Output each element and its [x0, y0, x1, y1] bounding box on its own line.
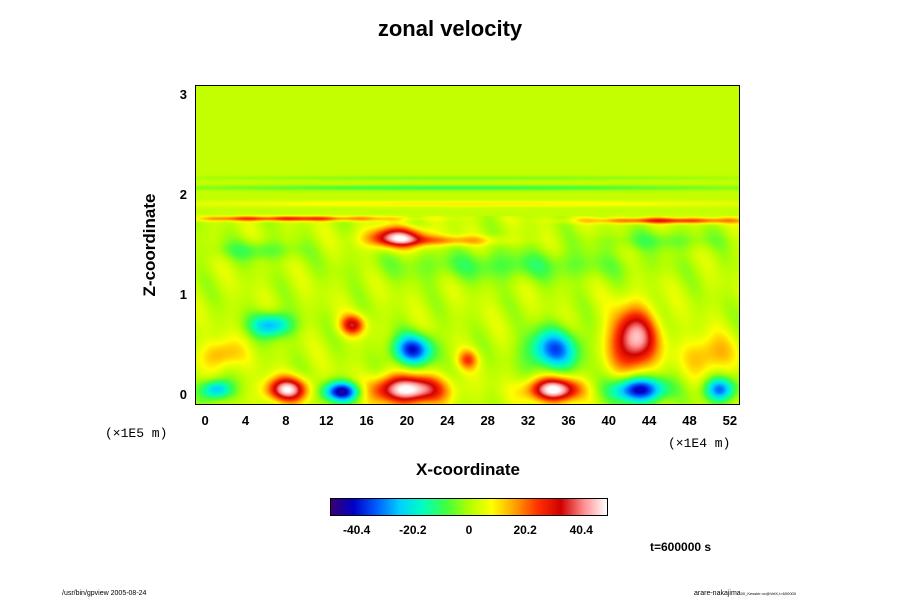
x-tick-label: 0 [190, 413, 220, 428]
x-tick-label: 28 [473, 413, 503, 428]
footer-right-small: 00_Kessler.nc@VelX,t=600000 [741, 591, 796, 596]
x-tick-label: 12 [311, 413, 341, 428]
footer-right-main: arare-nakajima [694, 590, 741, 597]
chart-title: zonal velocity [0, 16, 900, 42]
y-scale-label: (×1E5 m) [105, 426, 167, 441]
x-tick-label: 16 [352, 413, 382, 428]
x-tick-label: 52 [715, 413, 745, 428]
colorbar-tick-label: -40.4 [337, 523, 377, 537]
plot-area [195, 85, 740, 405]
x-tick-label: 44 [634, 413, 664, 428]
x-tick-label: 36 [553, 413, 583, 428]
x-tick-label: 20 [392, 413, 422, 428]
y-tick-label: 3 [167, 87, 187, 102]
x-tick-label: 4 [230, 413, 260, 428]
x-tick-label: 24 [432, 413, 462, 428]
x-scale-label: (×1E4 m) [668, 436, 730, 451]
x-tick-label: 48 [675, 413, 705, 428]
velocity-field [196, 86, 739, 404]
colorbar-tick-label: 40.4 [561, 523, 601, 537]
x-tick-label: 32 [513, 413, 543, 428]
time-label: t=600000 s [650, 540, 711, 554]
colorbar-tick-label: 20.2 [505, 523, 545, 537]
y-tick-label: 0 [167, 387, 187, 402]
colorbar-tick-label: 0 [449, 523, 489, 537]
colorbar-tick-label: -20.2 [393, 523, 433, 537]
x-tick-label: 8 [271, 413, 301, 428]
y-tick-label: 2 [167, 187, 187, 202]
footer-left: /usr/bin/gpview 2005-08-24 [62, 590, 146, 597]
colorbar [330, 498, 608, 516]
footer-right: arare-nakajima00_Kessler.nc@VelX,t=60000… [694, 590, 796, 597]
y-tick-label: 1 [167, 287, 187, 302]
x-tick-label: 40 [594, 413, 624, 428]
y-axis-title: Z-coordinate [140, 194, 160, 297]
x-axis-title: X-coordinate [0, 460, 900, 480]
